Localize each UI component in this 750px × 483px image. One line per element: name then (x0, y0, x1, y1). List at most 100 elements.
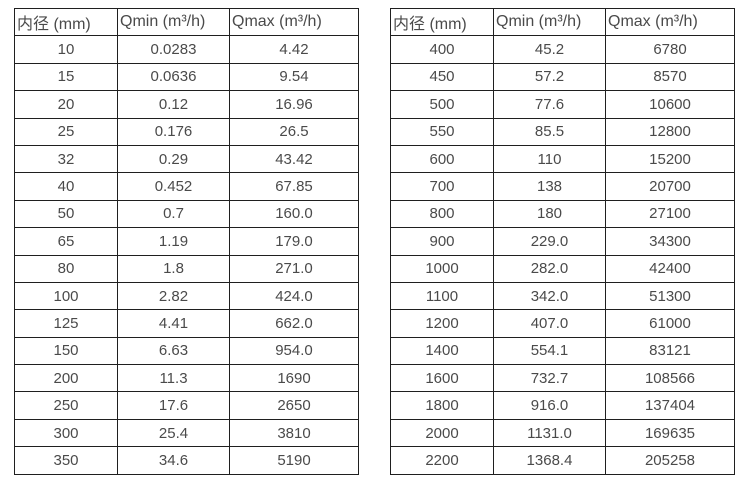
table-row: 40 0.452 67.85 (14, 172, 359, 201)
table-row: 1400 554.1 83121 (390, 336, 735, 366)
data-cell: 0.176 (117, 117, 230, 146)
table-row: 2200 1368.4 205258 (390, 446, 735, 475)
table-row: 500 77.6 10600 (390, 90, 735, 119)
table-body: 10 0.0283 4.42 15 0.0636 9.54 20 0.12 16.96 25 0.1… (14, 35, 359, 475)
data-cell: 0.452 (117, 172, 230, 201)
data-cell: 200 (14, 364, 118, 393)
table-row: 550 85.5 12800 (390, 117, 735, 146)
data-cell: 800 (390, 199, 494, 229)
data-cell: 25 (14, 117, 118, 146)
data-cell: 350 (14, 446, 118, 475)
data-cell: 25.4 (117, 418, 230, 448)
header-row: 内径 (mm) Qmin (m³/h) Qmax (m³/h) (14, 7, 359, 37)
data-cell: 43.42 (229, 144, 359, 174)
table-row: 65 1.19 179.0 (14, 227, 359, 256)
data-cell: 0.0283 (117, 35, 230, 64)
data-cell: 271.0 (229, 254, 359, 283)
data-cell: 15 (14, 62, 118, 92)
data-cell: 83121 (605, 336, 735, 366)
table-header: 内径 (mm) Qmin (m³/h) Qmax (m³/h) (14, 7, 359, 37)
data-cell: 26.5 (229, 117, 359, 146)
data-cell: 600 (390, 144, 494, 174)
table-body: 400 45.2 6780 450 57.2 8570 500 77.6 10600 550 85.… (390, 35, 735, 475)
data-cell: 16.96 (229, 90, 359, 119)
data-cell: 61000 (605, 309, 735, 338)
data-cell: 17.6 (117, 391, 230, 420)
data-cell: 205258 (605, 446, 735, 475)
data-cell: 67.85 (229, 172, 359, 201)
table-row: 10 0.0283 4.42 (14, 35, 359, 64)
data-cell: 1200 (390, 309, 494, 338)
data-cell: 0.12 (117, 90, 230, 119)
data-cell: 150 (14, 336, 118, 366)
table-row: 15 0.0636 9.54 (14, 62, 359, 92)
data-cell: 138 (493, 172, 606, 201)
header-cell: Qmax (m³/h) (229, 7, 359, 37)
table-row: 2000 1131.0 169635 (390, 418, 735, 448)
data-cell: 6.63 (117, 336, 230, 366)
data-cell: 125 (14, 309, 118, 338)
table-row: 1100 342.0 51300 (390, 281, 735, 311)
table-row: 50 0.7 160.0 (14, 199, 359, 229)
data-cell: 12800 (605, 117, 735, 146)
data-cell: 1690 (229, 364, 359, 393)
table-row: 1200 407.0 61000 (390, 309, 735, 338)
header-cell: 内径 (mm) (14, 7, 118, 37)
data-cell: 900 (390, 227, 494, 256)
table-row: 900 229.0 34300 (390, 227, 735, 256)
data-cell: 1131.0 (493, 418, 606, 448)
table-row: 400 45.2 6780 (390, 35, 735, 64)
data-cell: 1.19 (117, 227, 230, 256)
data-cell: 45.2 (493, 35, 606, 64)
table-row: 25 0.176 26.5 (14, 117, 359, 146)
table-row: 200 11.3 1690 (14, 364, 359, 393)
table-row: 150 6.63 954.0 (14, 336, 359, 366)
table-row: 1000 282.0 42400 (390, 254, 735, 283)
data-cell: 1600 (390, 364, 494, 393)
data-cell: 34.6 (117, 446, 230, 475)
data-cell: 2.82 (117, 281, 230, 311)
data-cell: 0.0636 (117, 62, 230, 92)
data-cell: 85.5 (493, 117, 606, 146)
data-cell: 662.0 (229, 309, 359, 338)
data-cell: 1800 (390, 391, 494, 420)
data-cell: 80 (14, 254, 118, 283)
header-cell: Qmin (m³/h) (493, 7, 606, 37)
data-cell: 700 (390, 172, 494, 201)
data-cell: 15200 (605, 144, 735, 174)
data-cell: 160.0 (229, 199, 359, 229)
data-cell: 34300 (605, 227, 735, 256)
table-row: 300 25.4 3810 (14, 418, 359, 448)
header-cell: 内径 (mm) (390, 7, 494, 37)
header-cell: Qmin (m³/h) (117, 7, 230, 37)
data-cell: 300 (14, 418, 118, 448)
data-cell: 180 (493, 199, 606, 229)
data-cell: 424.0 (229, 281, 359, 311)
data-cell: 732.7 (493, 364, 606, 393)
data-cell: 954.0 (229, 336, 359, 366)
data-cell: 100 (14, 281, 118, 311)
data-cell: 550 (390, 117, 494, 146)
table-row: 1600 732.7 108566 (390, 364, 735, 393)
data-cell: 110 (493, 144, 606, 174)
table-row: 800 180 27100 (390, 199, 735, 229)
data-cell: 282.0 (493, 254, 606, 283)
data-cell: 916.0 (493, 391, 606, 420)
data-cell: 6780 (605, 35, 735, 64)
data-cell: 400 (390, 35, 494, 64)
table-row: 1800 916.0 137404 (390, 391, 735, 420)
data-cell: 342.0 (493, 281, 606, 311)
data-cell: 1000 (390, 254, 494, 283)
data-cell: 65 (14, 227, 118, 256)
data-cell: 4.41 (117, 309, 230, 338)
data-cell: 1368.4 (493, 446, 606, 475)
data-cell: 27100 (605, 199, 735, 229)
table-row: 600 110 15200 (390, 144, 735, 174)
data-cell: 20700 (605, 172, 735, 201)
data-cell: 32 (14, 144, 118, 174)
data-cell: 4.42 (229, 35, 359, 64)
data-cell: 2000 (390, 418, 494, 448)
data-cell: 42400 (605, 254, 735, 283)
table-row: 450 57.2 8570 (390, 62, 735, 92)
data-cell: 1.8 (117, 254, 230, 283)
